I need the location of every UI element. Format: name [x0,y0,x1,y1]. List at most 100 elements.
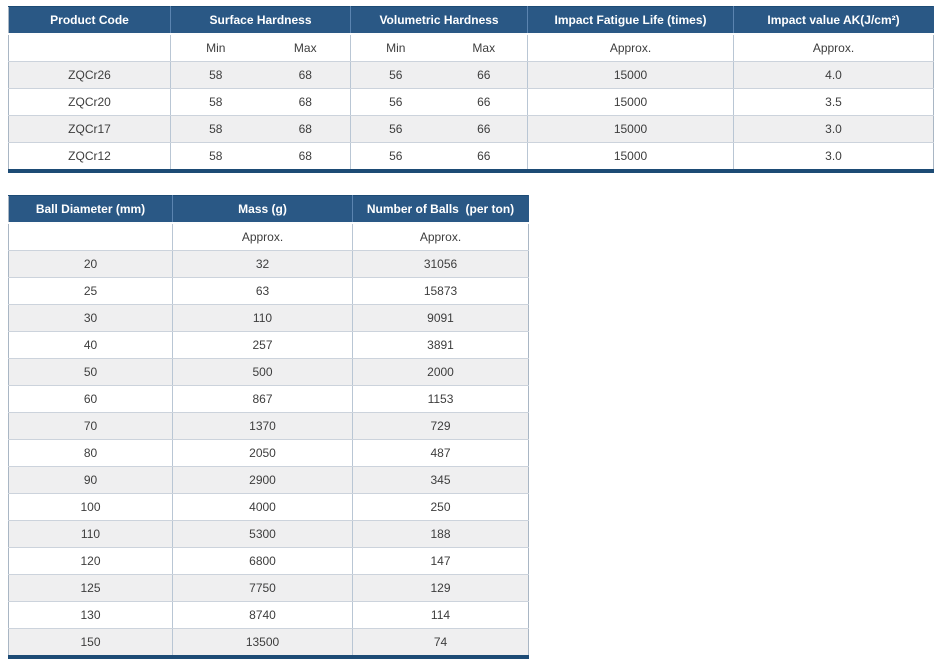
column-header: Volumetric Hardness [350,6,529,35]
table-cell: 729 [352,412,529,440]
table-cell: 58 [170,88,261,116]
table-cell: 80 [8,439,173,467]
table-cell: 68 [260,115,352,143]
table-cell: 50 [8,358,173,386]
table-row: 110 5300 188 [8,520,529,548]
table-cell: 60 [8,385,173,413]
table-row: 130 8740 114 [8,601,529,629]
table-row: 150 13500 74 [8,628,529,658]
table-cell: 68 [260,88,352,116]
table-cell: 13500 [172,628,353,658]
table-cell: 100 [8,493,173,521]
table-cell: ZQCr12 [8,142,171,172]
table-cell: 150 [8,628,173,658]
table-cell: 20 [8,250,173,278]
table-cell: 2900 [172,466,353,494]
table-row: 120 6800 147 [8,547,529,575]
table-cell: 7750 [172,574,353,602]
table-cell: 2000 [352,358,529,386]
table-cell: 58 [170,61,261,89]
table-cell: 129 [352,574,529,602]
table-row: ZQCr26 58 68 56 66 15000 4.0 [8,61,934,89]
subheader-row: Min Max Min Max Approx. Approx. [8,34,934,62]
column-header: Impact Fatigue Life (times) [527,6,735,35]
subheader-cell: Approx. [733,34,934,62]
subheader-cell: Approx. [172,223,353,251]
table-cell: 15000 [527,142,735,172]
table-row: ZQCr17 58 68 56 66 15000 3.0 [8,115,934,143]
table-cell: 66 [440,61,529,89]
table-cell: 30 [8,304,173,332]
ball-size-table-body: 20 32 31056 25 63 15873 30 110 9091 40 257 3891 50 50… [8,250,529,658]
table-cell: 120 [8,547,173,575]
ball-size-table-header: Ball Diameter (mm) Mass (g) Number of Ball… [8,195,529,251]
table-row: 80 2050 487 [8,439,529,467]
table-cell: 8740 [172,601,353,629]
table-cell: 110 [8,520,173,548]
table-cell: 147 [352,547,529,575]
column-header: Surface Hardness [170,6,352,35]
table-cell: 40 [8,331,173,359]
table-cell: 1153 [352,385,529,413]
table-cell: 58 [170,142,261,172]
table-cell: 3891 [352,331,529,359]
table-cell: 15000 [527,61,735,89]
subheader-cell [8,223,173,251]
table-cell: 500 [172,358,353,386]
table-cell: 56 [350,142,441,172]
table-cell: 487 [352,439,529,467]
table-cell: 2050 [172,439,353,467]
subheader-cell: Approx. [527,34,735,62]
product-spec-table-header: Product Code Surface Hardness Volumetric H… [8,6,935,62]
table-cell: 56 [350,115,441,143]
table-row: 90 2900 345 [8,466,529,494]
table-row: 50 500 2000 [8,358,529,386]
subheader-row: Approx. Approx. [8,223,529,251]
table-row: 100 4000 250 [8,493,529,521]
table-cell: 68 [260,61,352,89]
table-row: 60 867 1153 [8,385,529,413]
table-cell: 9091 [352,304,529,332]
table-cell: 345 [352,466,529,494]
table-cell: ZQCr26 [8,61,171,89]
table-row: 30 110 9091 [8,304,529,332]
table-cell: 25 [8,277,173,305]
table-cell: 188 [352,520,529,548]
table-cell: 5300 [172,520,353,548]
ball-size-table: Ball Diameter (mm) Mass (g) Number of Ball… [8,195,529,659]
table-cell: 250 [352,493,529,521]
table-cell: 58 [170,115,261,143]
table-cell: 130 [8,601,173,629]
table-cell: 66 [440,115,529,143]
table-row: ZQCr12 58 68 56 66 15000 3.0 [8,142,934,172]
subheader-cell: Min [350,34,441,62]
table-cell: ZQCr20 [8,88,171,116]
header-row: Product Code Surface Hardness Volumetric H… [8,6,935,35]
header-row: Ball Diameter (mm) Mass (g) Number of Ball… [8,195,529,224]
table-cell: 3.0 [733,142,934,172]
subheader-cell: Approx. [352,223,529,251]
table-cell: 31056 [352,250,529,278]
column-header: Impact value AK(J/cm²) [733,6,935,35]
table-cell: 90 [8,466,173,494]
subheader-cell: Min [170,34,261,62]
column-header: Product Code [8,6,171,35]
table-cell: 4000 [172,493,353,521]
table-cell: 66 [440,88,529,116]
table-row: 40 257 3891 [8,331,529,359]
subheader-cell [8,34,171,62]
table-cell: 56 [350,88,441,116]
table-row: ZQCr20 58 68 56 66 15000 3.5 [8,88,934,116]
table-cell: 63 [172,277,353,305]
table-row: 25 63 15873 [8,277,529,305]
table-cell: 6800 [172,547,353,575]
table-cell: 114 [352,601,529,629]
table-cell: 1370 [172,412,353,440]
table-cell: ZQCr17 [8,115,171,143]
table-cell: 3.0 [733,115,934,143]
table-cell: 32 [172,250,353,278]
column-header: Number of Balls (per ton) [352,195,529,224]
table-cell: 110 [172,304,353,332]
table-cell: 74 [352,628,529,658]
table-cell: 257 [172,331,353,359]
